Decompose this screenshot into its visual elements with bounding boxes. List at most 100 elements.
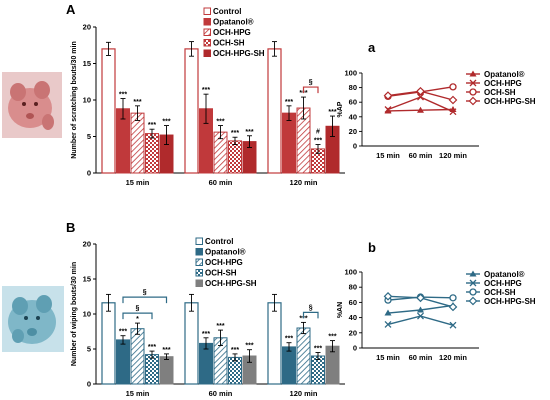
legend-marker-och-hpg [469,279,477,287]
y-axis-label: Number of scratching bouts/30 min [71,41,78,158]
bar-och-sh-15-min [145,133,159,174]
bar-opatanol-120-min [282,112,296,174]
y-tick-label: 20 [83,23,91,32]
series-line-och-hpg [387,315,454,326]
legend-swatch-opatanol [195,248,203,256]
legend-swatch-opatanol [203,18,211,26]
significance-mark: *** [202,87,210,94]
bar-och-sh-120-min [311,355,325,385]
y-tick-label: 60 [349,98,357,107]
point-och-hpg-sh-60-min [416,293,425,303]
y-tick-label: 0 [353,344,357,353]
y-tick-label: 10 [83,310,91,319]
significance-mark: *** [119,329,127,336]
y-tick-label: 15 [83,59,91,68]
bar-control-60-min [184,48,199,174]
bar-och-sh-15-min [145,354,159,385]
significance-mark: *** [285,336,293,343]
point-och-hpg-120-min [449,321,457,329]
point-och-sh-120-min [449,83,457,91]
panel-letter-a: a [368,40,376,55]
y-tick-label: 40 [349,313,357,322]
extra-significance-mark: # [316,129,320,136]
legend-label-och-hpg: OCH-HPG [484,279,522,288]
significance-mark: *** [299,315,307,322]
bar-och-hpg-15-min [130,112,145,174]
legend-label-opatanol: Opatanol® [205,248,246,257]
y-tick-label: 0 [87,380,91,389]
point-och-sh-120-min [449,294,457,302]
significance-mark: *** [299,90,307,97]
rat-photo-blue [2,286,64,352]
significance-mark: *** [162,347,170,354]
point-och-hpg-15-min [384,320,392,328]
chart-a-ap-line: 0 20 40 60 80 100 %AP 15 min 60 min 120 min Opatan… [337,69,536,161]
legend-label-och-hpg: OCH-HPG [213,28,251,37]
significance-mark: *** [245,343,253,350]
legend-label-och-sh: OCH-SH [484,88,516,97]
bar-och-sh-60-min [228,356,242,385]
y-tick-label: 20 [349,127,357,136]
legend-label-och-sh: OCH-SH [213,39,245,48]
y-axis-label: %AP [337,101,344,117]
significance-mark: *** [245,129,253,136]
legend-label-och-sh: OCH-SH [205,269,237,278]
bracket-label: § [309,79,313,86]
y-tick-label: 60 [349,298,357,307]
y-tick-label: 40 [349,112,357,121]
chart-b-an-line: 0 20 40 60 80 100 %AN 15 min 60 min 120 min Opatan… [337,268,536,363]
point-opatanol-15-min [384,309,392,316]
legend-label-opatanol: Opatanol® [213,18,254,27]
x-tick-label: 120 min [439,151,467,160]
point-och-hpg-60-min [417,93,424,101]
y-tick-label: 80 [349,283,357,292]
y-tick-label: 5 [87,132,91,141]
point-och-hpg-sh-120-min [448,302,458,312]
significance-mark: *** [119,92,127,99]
bar-och-hpg-15-min [130,328,145,385]
legend-marker-och-sh [469,88,477,96]
legend-marker-och-sh [469,288,477,296]
rat-photo-red [2,72,62,138]
point-och-hpg-15-min [384,106,392,113]
significance-mark: *** [148,344,156,351]
significance-mark: *** [328,334,336,341]
y-axis-label: Number of wiping bouts/30 min [71,262,78,366]
significance-mark: * [136,316,139,323]
y-tick-label: 80 [349,83,357,92]
bar-och-hpg-120-min [296,327,311,385]
x-tick-label: 15 min [126,389,150,398]
legend-label-control: Control [213,7,241,16]
bar-control-120-min [267,302,282,385]
y-tick-label: 5 [87,345,91,354]
legend-swatch-och-sh [195,269,203,277]
legend-label-och-hpg: OCH-HPG [484,79,522,88]
significance-mark: *** [148,122,156,129]
x-tick-label: 120 min [439,353,467,362]
y-tick-label: 20 [349,328,357,337]
x-tick-label: 60 min [409,353,433,362]
legend-label-och-hpg-sh: OCH-HPG-SH [484,297,536,306]
significance-mark: *** [231,347,239,354]
significance-mark: *** [328,109,336,116]
bar-och-hpg-sh-15-min [159,356,174,385]
bar-opatanol-15-min [116,339,130,385]
significance-mark: *** [202,331,210,338]
significance-mark: *** [231,130,239,137]
legend-label-och-sh: OCH-SH [484,288,516,297]
legend-swatch-control [203,7,211,15]
y-tick-label: 20 [83,240,91,249]
legend-label-opatanol: Opatanol® [484,70,525,79]
panel-letter-B: B [66,220,75,235]
chart-A-scratching-bar: 0 5 10 15 20 Number of scratching bouts/30 mi… [71,7,345,187]
y-tick-label: 100 [344,268,357,277]
significance-mark: *** [285,99,293,106]
point-och-hpg-sh-60-min [416,86,425,96]
legend-label-control: Control [205,237,233,246]
legend-marker-och-hpg-sh [468,296,478,306]
significance-mark: *** [314,346,322,353]
y-axis-label: %AN [337,302,344,318]
